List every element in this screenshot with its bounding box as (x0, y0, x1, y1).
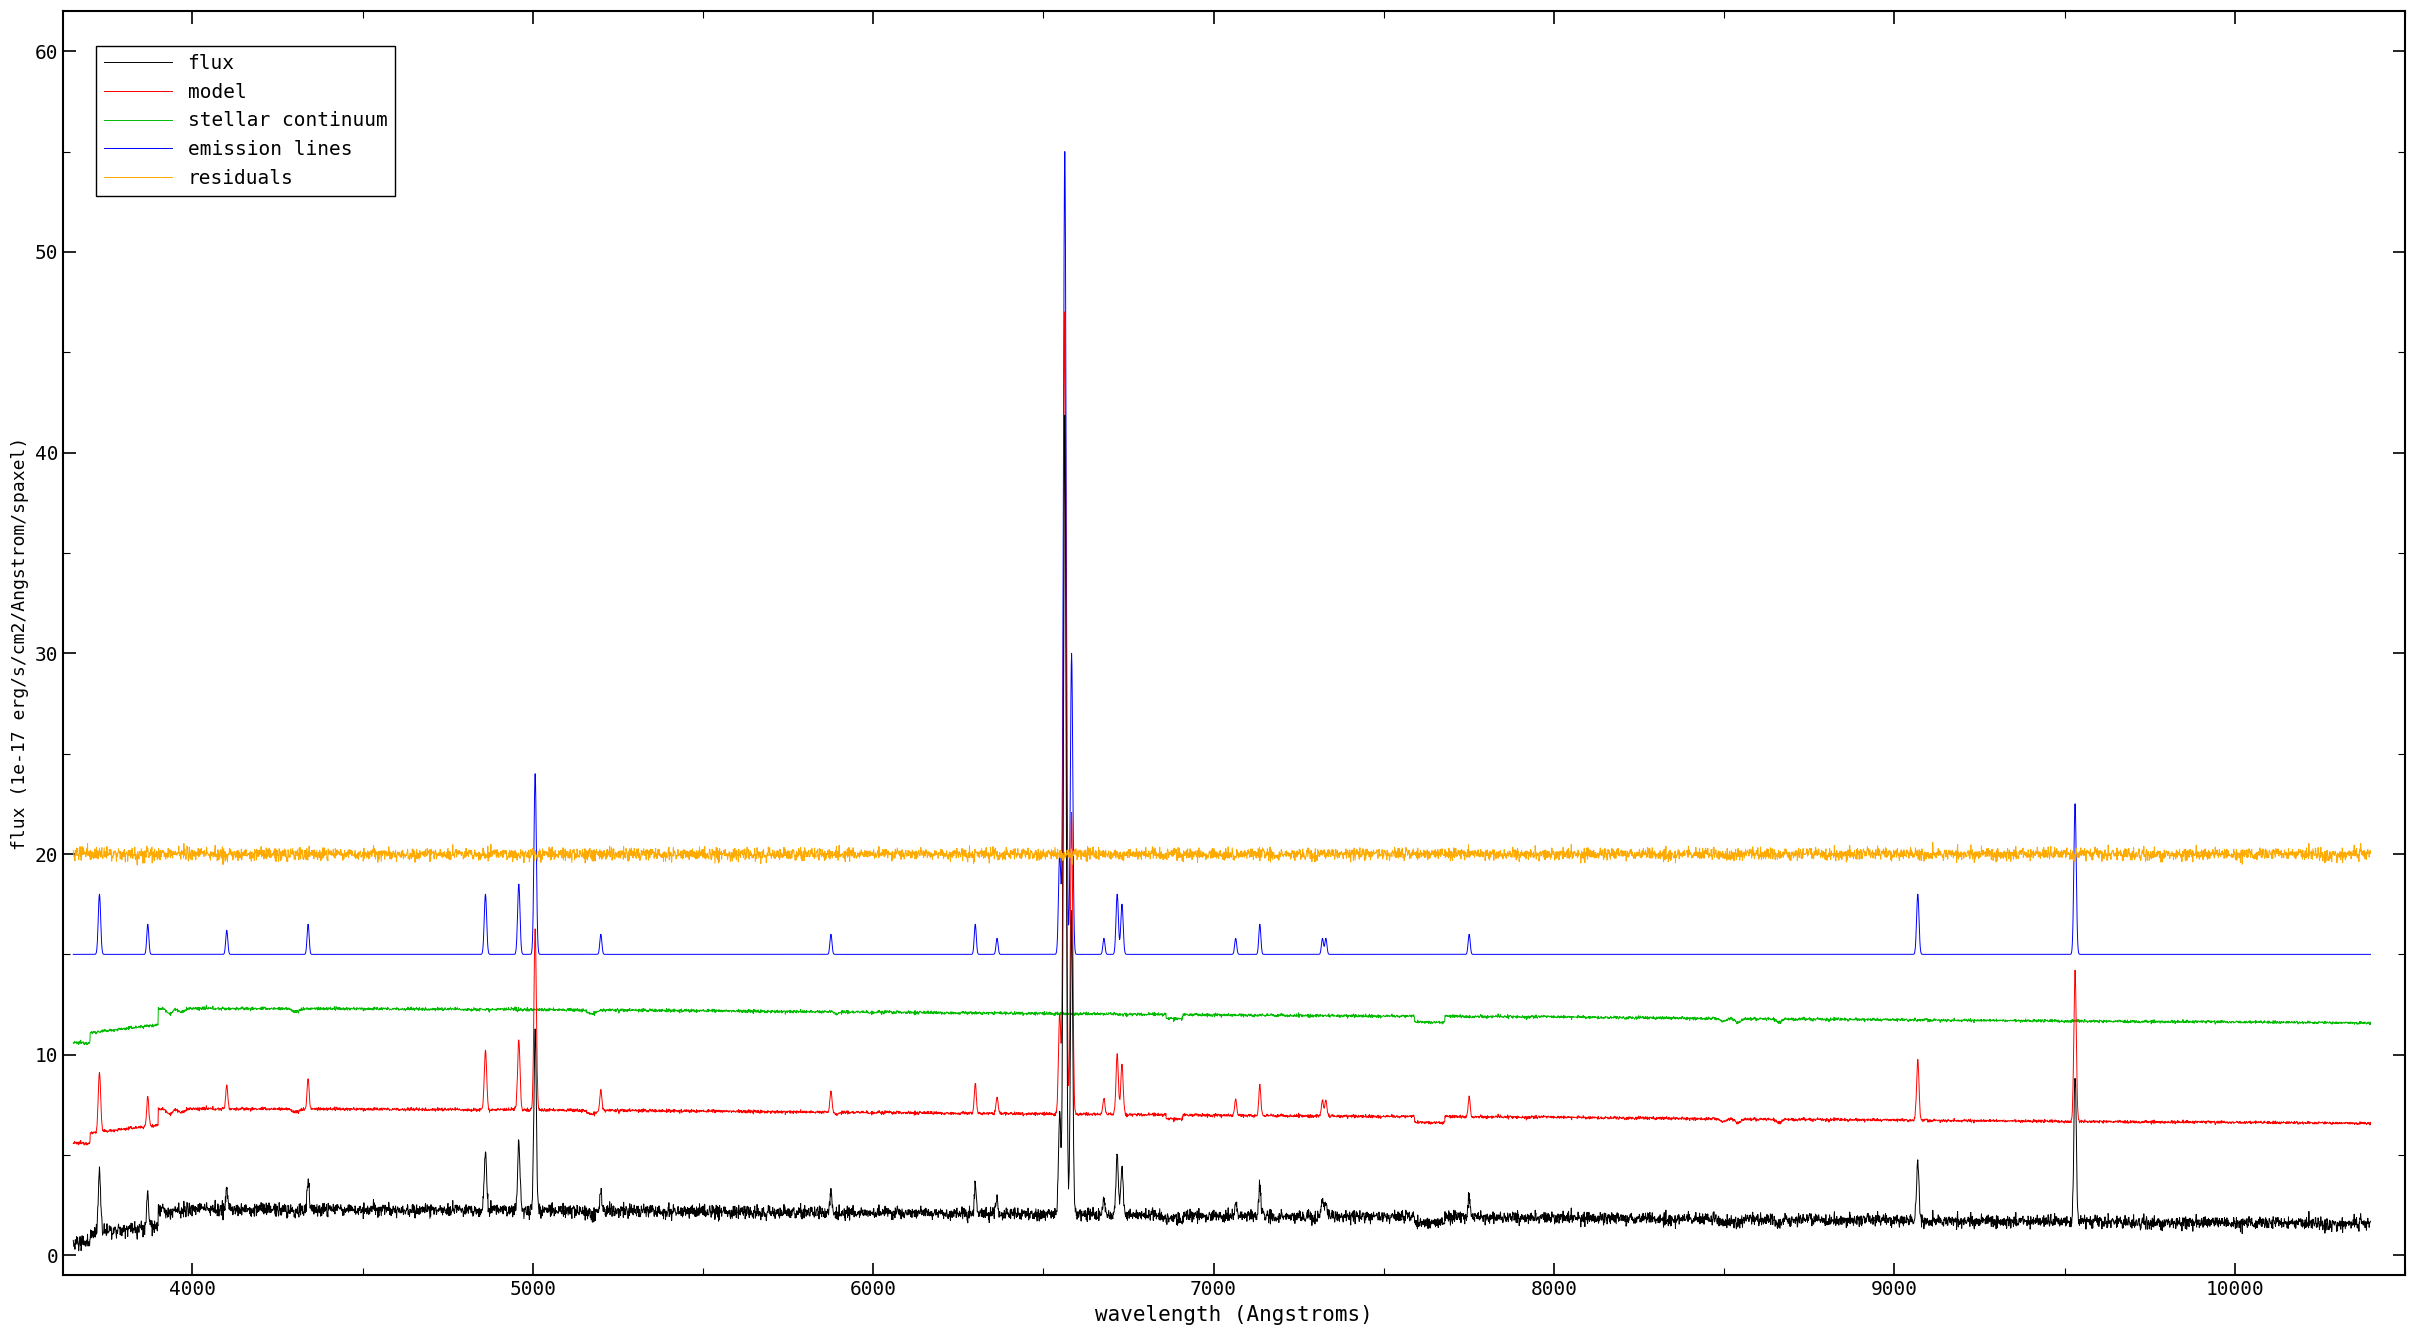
residuals (751, 851, 780, 867)
residuals (1752, 848, 1781, 864)
stellar continuum (544, 1002, 573, 1018)
flux (2179, 1216, 2208, 1232)
Line: flux: flux (72, 415, 2370, 1250)
emission lines (159, 946, 188, 962)
residuals (1285, 842, 1314, 858)
residuals (1781, 847, 1810, 863)
emission lines (1749, 946, 1778, 962)
residuals (2179, 847, 2208, 863)
model (544, 1101, 573, 1117)
flux (1783, 1209, 1812, 1225)
Line: emission lines: emission lines (72, 151, 2370, 954)
emission lines (544, 946, 573, 962)
stellar continuum (159, 1001, 188, 1017)
emission lines (58, 946, 87, 962)
model (70, 1137, 99, 1153)
stellar continuum (179, 999, 208, 1015)
model (1749, 1110, 1778, 1126)
stellar continuum (191, 998, 220, 1014)
emission lines (179, 946, 208, 962)
stellar continuum (58, 1035, 87, 1051)
stellar continuum (821, 1005, 850, 1021)
residuals (58, 843, 87, 859)
model (58, 1136, 87, 1152)
stellar continuum (669, 1002, 698, 1018)
flux (65, 1242, 94, 1259)
Line: stellar continuum: stellar continuum (72, 1006, 2370, 1045)
emission lines (1051, 143, 1080, 159)
residuals (1974, 844, 2003, 860)
Y-axis label: flux (1e-17 erg/s/cm2/Angstrom/spaxel): flux (1e-17 erg/s/cm2/Angstrom/spaxel) (12, 437, 29, 850)
flux (1752, 1216, 1781, 1232)
model (821, 1106, 850, 1122)
emission lines (821, 946, 850, 962)
residuals (1918, 834, 1947, 850)
flux (2356, 1213, 2385, 1229)
stellar continuum (70, 1037, 99, 1053)
model (159, 1101, 188, 1117)
flux (1051, 407, 1080, 424)
model (669, 1104, 698, 1120)
flux (751, 1209, 780, 1225)
Line: residuals: residuals (72, 842, 2370, 866)
Legend: flux, model, stellar continuum, emission lines, residuals: flux, model, stellar continuum, emission… (97, 47, 396, 195)
residuals (2356, 843, 2385, 859)
stellar continuum (1749, 1010, 1778, 1026)
flux (1974, 1212, 2003, 1228)
Line: model: model (72, 311, 2370, 1145)
emission lines (669, 946, 698, 962)
flux (58, 1232, 87, 1248)
stellar continuum (2356, 1017, 2385, 1033)
X-axis label: wavelength (Angstroms): wavelength (Angstroms) (1094, 1305, 1372, 1325)
residuals (123, 858, 152, 874)
model (2356, 1117, 2385, 1133)
flux (1285, 1206, 1314, 1222)
model (179, 1100, 208, 1116)
emission lines (2356, 946, 2385, 962)
model (1051, 303, 1080, 319)
